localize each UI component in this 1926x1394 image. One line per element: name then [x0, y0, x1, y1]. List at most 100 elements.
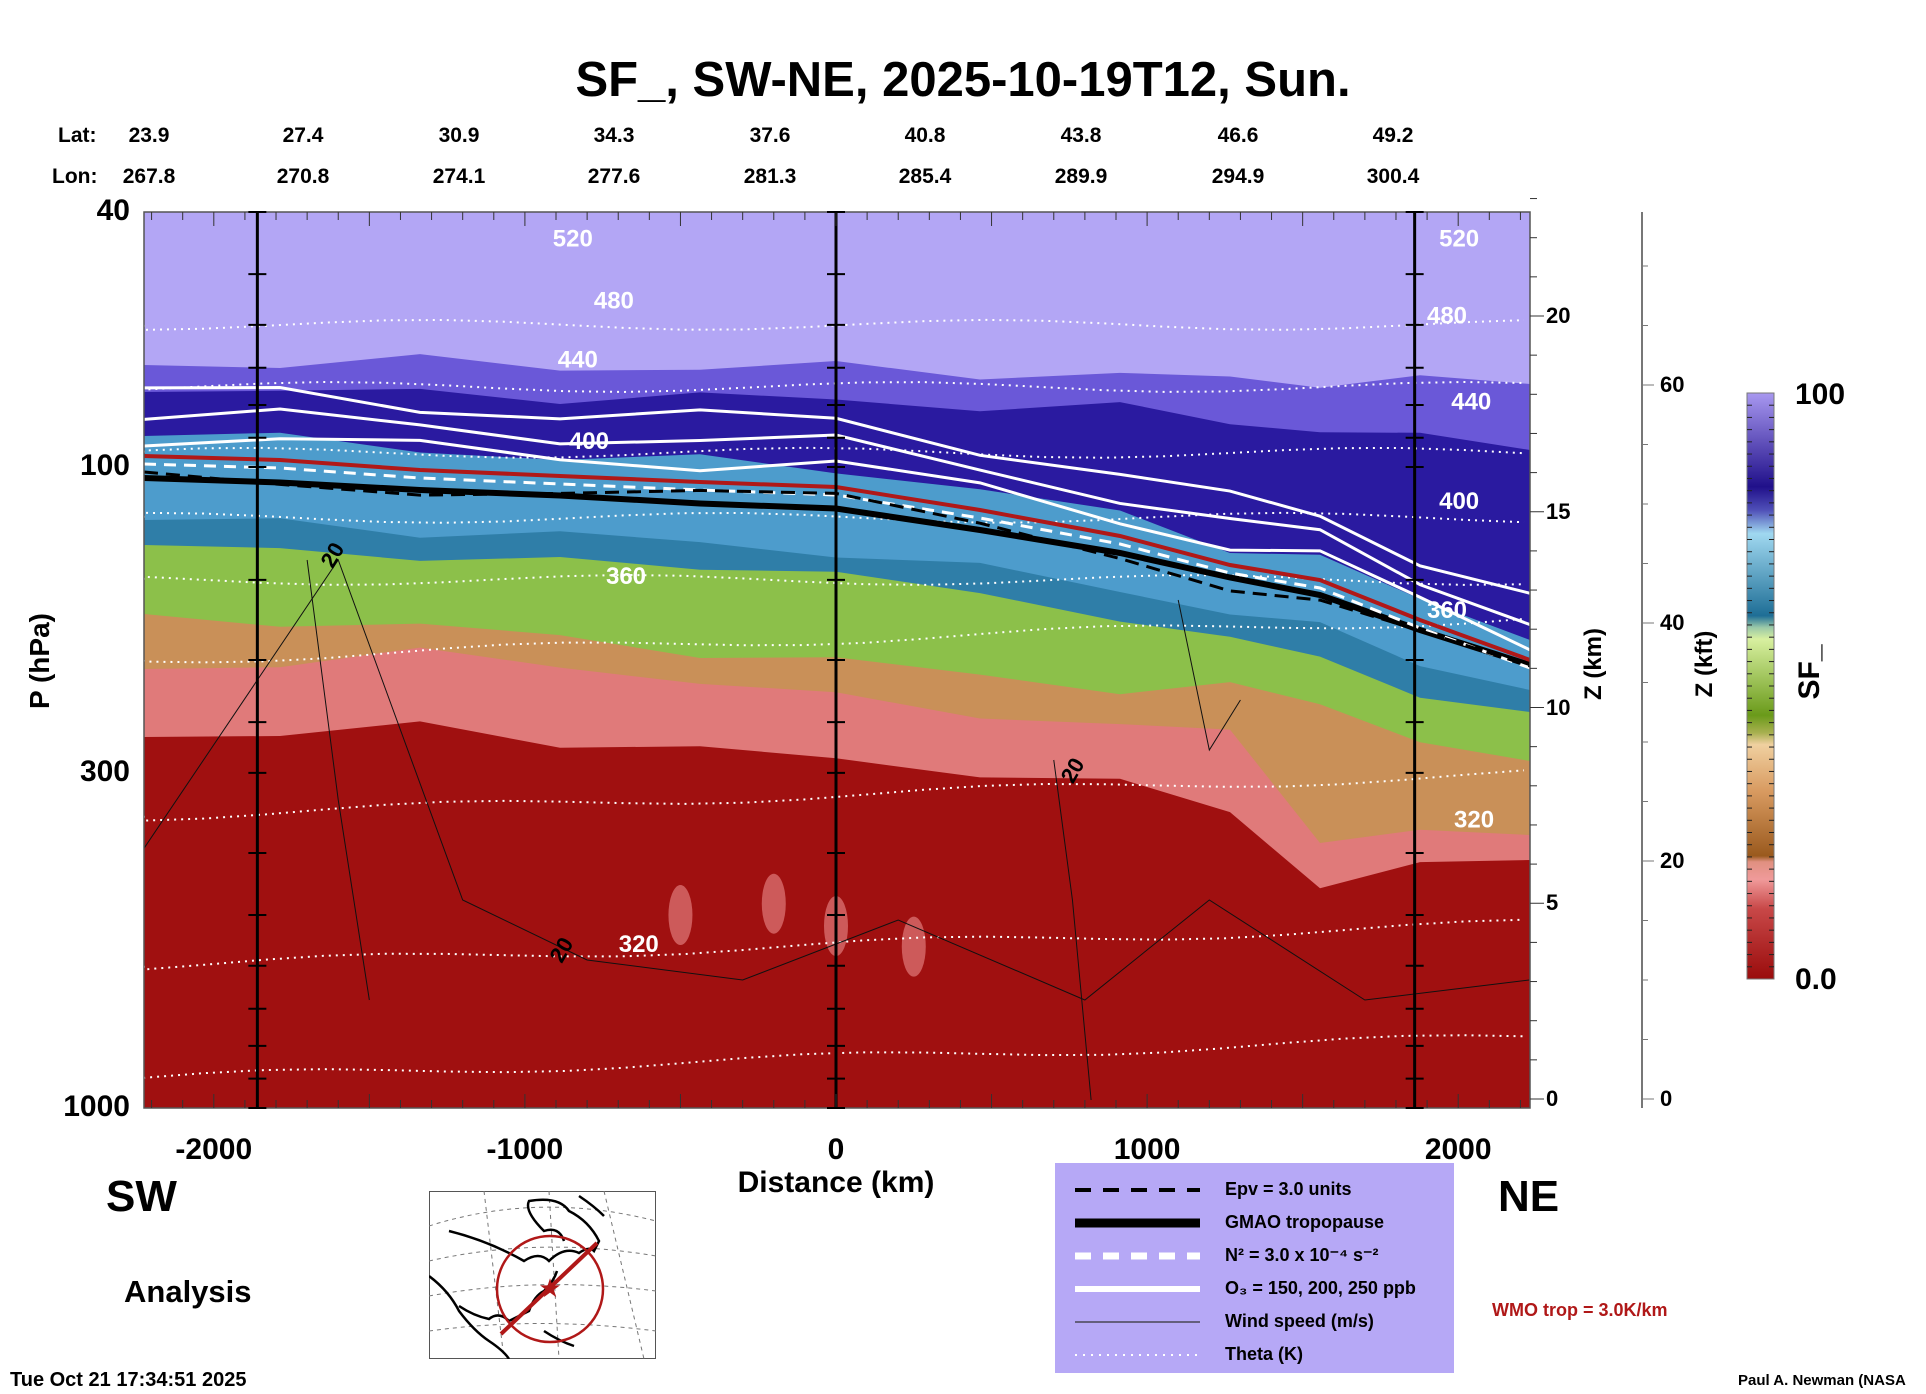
location-map-inset: ★: [429, 1191, 656, 1359]
zkm-tick-label: 0: [1546, 1086, 1559, 1111]
lat-value: 37.6: [749, 124, 791, 147]
theta-label: 400: [569, 428, 609, 455]
theta-label: 360: [606, 563, 646, 590]
axes: [151, 198, 1654, 1109]
credit: Paul A. Newman (NASA: [1738, 1372, 1906, 1389]
legend-label: Epv = 3.0 units: [1225, 1179, 1352, 1199]
y-tick-label: 1000: [63, 1090, 130, 1123]
colorbar-max-label: 100: [1795, 378, 1846, 411]
legend-label: Wind speed (m/s): [1225, 1311, 1374, 1331]
theta-label: 360: [1427, 597, 1467, 624]
lon-value: 289.9: [1054, 165, 1108, 188]
x-tick-label: -2000: [175, 1133, 253, 1166]
legend-label: O₃ = 150, 200, 250 ppb: [1225, 1278, 1416, 1298]
timestamp: Tue Oct 21 17:34:51 2025: [10, 1369, 247, 1391]
x-tick-label: -1000: [486, 1133, 564, 1166]
gmao-tropopause-line: [144, 475, 1530, 668]
wmo-trop-label: WMO trop = 3.0K/km: [1492, 1300, 1668, 1320]
star-icon: ★: [538, 1273, 561, 1303]
wind-contour: [144, 558, 1530, 1001]
lon-label: Lon:: [52, 165, 98, 188]
legend-swatch-icon: [1075, 1354, 1200, 1356]
legend-swatch-icon: [1075, 1286, 1200, 1292]
y-tick-label: 100: [79, 449, 130, 483]
legend-item: Epv = 3.0 units: [1055, 1175, 1454, 1205]
lon-value: 267.8: [122, 165, 176, 188]
ozone-line: [144, 407, 1530, 627]
zkft-tick-label: 40: [1660, 610, 1685, 635]
zkm-axis-title: Z (km): [1580, 628, 1607, 700]
theta-contour: [144, 769, 1525, 822]
theta-contour: [144, 380, 1525, 393]
zkft-axis-title: Z (kft): [1691, 630, 1718, 698]
mode-label: Analysis: [124, 1274, 252, 1309]
lon-value: 274.1: [432, 165, 486, 188]
theta-label: 480: [1427, 302, 1467, 329]
chart-title: SF_, SW-NE, 2025-10-19T12, Sun.: [575, 53, 1351, 107]
lat-value: 43.8: [1060, 124, 1102, 147]
y-axis-title: P (hPa): [24, 613, 55, 709]
lat-value: 40.8: [904, 124, 946, 147]
theta-label: 320: [1454, 807, 1494, 834]
legend-item: Theta (K): [1055, 1340, 1454, 1370]
theta-label: 480: [594, 288, 634, 315]
lon-value: 277.6: [587, 165, 641, 188]
legend-item: Wind speed (m/s): [1055, 1307, 1454, 1337]
zkft-tick-label: 0: [1660, 1086, 1673, 1111]
theta-label: 520: [553, 226, 593, 253]
theta-label: 440: [1451, 388, 1491, 415]
lat-value: 23.9: [128, 124, 170, 147]
sf-patch: [668, 885, 693, 946]
colorbar-min-label: 0.0: [1795, 963, 1837, 996]
lat-value: 34.3: [593, 124, 635, 147]
lon-value: 281.3: [743, 165, 797, 188]
zkft-tick-label: 20: [1660, 848, 1685, 873]
lon-value: 294.9: [1211, 165, 1265, 188]
legend-label: GMAO tropopause: [1225, 1212, 1385, 1232]
theta-label: 520: [1439, 226, 1479, 253]
lon-value: 300.4: [1366, 165, 1420, 188]
legend-swatch-icon: [1075, 1218, 1200, 1228]
theta-contour: [144, 1034, 1525, 1079]
lat-value: 49.2: [1372, 124, 1414, 147]
legend-label: Theta (K): [1225, 1344, 1303, 1364]
y-tick-label: 40: [96, 194, 130, 227]
zkm-tick-label: 20: [1546, 303, 1571, 328]
theta-contour: [144, 617, 1525, 664]
legend: Epv = 3.0 units GMAO tropopause N² = 3.0 x…: [1055, 1163, 1454, 1373]
x-tick-label: 1000: [1113, 1133, 1181, 1166]
x-tick-label: 0: [827, 1133, 845, 1166]
y-tick-label: 300: [79, 754, 130, 788]
ozone-line: [144, 386, 1530, 595]
theta-label: 400: [1439, 488, 1479, 515]
sf-patch: [901, 916, 926, 977]
legend-item: N² = 3.0 x 10⁻⁴ s⁻²: [1055, 1241, 1454, 1271]
lat-label: Lat:: [58, 124, 97, 147]
lat-value: 46.6: [1217, 124, 1259, 147]
lon-value: 285.4: [898, 165, 952, 188]
lon-value: 270.8: [276, 165, 330, 188]
lat-value: 27.4: [282, 124, 324, 147]
theta-contour: [144, 446, 1525, 459]
wmo-tropopause-line: [144, 454, 1530, 662]
epv-line: [144, 470, 1530, 668]
theta-label: 440: [558, 347, 598, 374]
legend-swatch-icon: [1075, 1252, 1200, 1260]
ne-label: NE: [1498, 1172, 1560, 1221]
n2-line: [144, 462, 1530, 670]
legend-item: O₃ = 150, 200, 250 ppb: [1055, 1274, 1454, 1304]
theta-contour: [144, 318, 1525, 331]
zkm-tick-label: 10: [1546, 694, 1571, 720]
x-axis-title: Distance (km): [737, 1166, 935, 1199]
zkm-tick-label: 15: [1546, 498, 1571, 524]
legend-label: N² = 3.0 x 10⁻⁴ s⁻²: [1225, 1245, 1379, 1265]
legend-swatch-icon: [1075, 1321, 1200, 1323]
wind-contour: [306, 559, 370, 1001]
sf-patch: [761, 873, 786, 934]
wind-contour: [1177, 599, 1241, 752]
ozone-line: [144, 437, 1530, 652]
sw-label: SW: [106, 1172, 177, 1221]
theta-contour: [144, 573, 1525, 586]
legend-item: GMAO tropopause: [1055, 1208, 1454, 1238]
